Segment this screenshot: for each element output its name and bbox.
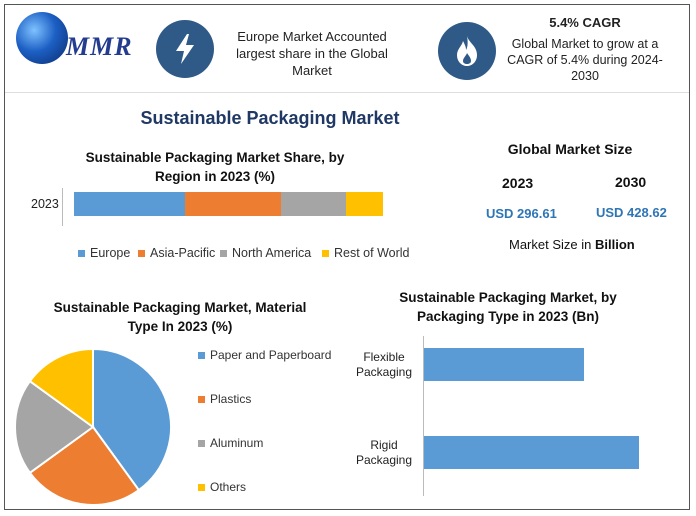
packaging-chart-title: Sustainable Packaging Market, by Packagi… [399,290,617,324]
packaging-bar-rigid-packaging [424,436,639,469]
legend-label: Aluminum [210,436,264,450]
region-bar-segment-north-america [281,192,346,216]
legend-swatch-aluminum [198,439,205,447]
pie-slice-aluminum [14,379,95,475]
region-bar-segment-europe [74,192,185,216]
europe-callout: Europe Market Accounted largest share in… [236,29,388,78]
market-size-note-prefix: Market Size in [509,237,595,252]
region-chart-title: Sustainable Packaging Market Share, by R… [85,150,345,184]
market-size-note: Market Size in Billion [509,237,635,252]
legend-swatch-europe [78,249,85,257]
region-category-label: 2023 [31,197,59,211]
market-size-note-unit: Billion [594,237,635,252]
region-bar-segment-rest-of-world [346,192,383,216]
market-size-year-2023: 2023 [502,175,534,191]
header-divider [5,92,689,93]
cagr-text: Global Market to grow at a CAGR of 5.4% … [507,37,663,83]
main-title: Sustainable Packaging Market [140,108,400,128]
legend-label: Asia-Pacific [150,246,216,260]
legend-label: Europe [90,246,131,260]
legend-label: North America [232,246,312,260]
legend-swatch-rest-of-world [322,249,329,257]
flame-icon [438,22,496,80]
pie-slice-paper-and-paperboard [92,347,172,492]
category-label-flexible: Flexible Packaging [355,350,413,379]
region-stacked-bar [74,192,383,216]
legend-swatch-plastics [198,395,205,403]
legend-north-america: North America [220,246,311,260]
pie-slice-plastics [28,425,141,506]
pie-slice-others [28,347,94,429]
region-bar-segment-asia-pacific [185,192,281,216]
legend-swatch-paper [198,351,205,359]
pie-legend-plastics: Plastics [198,392,251,406]
material-chart-title: Sustainable Packaging Market, Material T… [53,300,307,334]
pie-legend-paper: Paper and Paperboard [198,348,331,362]
globe-logo-icon [16,12,68,64]
legend-europe: Europe [78,246,130,260]
legend-label: Paper and Paperboard [210,348,332,362]
lightning-icon [156,20,214,78]
category-label-rigid: Rigid Packaging [355,438,413,467]
packaging-axis-line [423,336,424,496]
material-pie-chart [14,347,172,506]
region-axis-line [62,188,63,226]
pie-legend-others: Others [198,480,246,494]
pie-legend-aluminum: Aluminum [198,436,263,450]
market-size-year-2030: 2030 [615,174,647,190]
market-size-value-2023: USD 296.61 [486,206,557,221]
legend-swatch-asia-pacific [138,249,145,257]
market-size-title: Global Market Size [507,141,633,157]
logo-text: MMR [66,32,133,61]
legend-swatch-others [198,483,205,491]
packaging-bar-flexible-packaging [424,348,584,381]
infographic-frame [4,4,690,510]
market-size-value-2030: USD 428.62 [596,205,667,220]
legend-rest-of-world: Rest of World [322,246,410,260]
legend-label: Others [210,480,247,494]
legend-label: Plastics [210,392,252,406]
legend-asia-pacific: Asia-Pacific [138,246,215,260]
legend-swatch-north-america [220,249,227,257]
legend-label: Rest of World [334,246,410,260]
cagr-title: 5.4% CAGR [549,15,621,30]
